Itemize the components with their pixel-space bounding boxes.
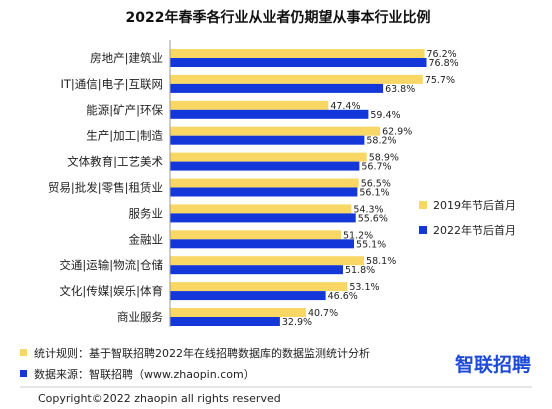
bar-2022 bbox=[170, 317, 280, 326]
bar-2019 bbox=[170, 256, 365, 266]
bars-layer: 房地产|建筑业 76.2%76.8% IT|通信|电子|互联网 75.7% 63.8% 能… bbox=[48, 49, 459, 328]
bar-2022 bbox=[170, 213, 356, 223]
value-label-2019: 54.3% bbox=[353, 204, 383, 215]
bar-2022 bbox=[170, 58, 427, 67]
bar-2022 bbox=[170, 239, 355, 249]
legend-swatch-2022 bbox=[419, 226, 427, 234]
value-label-2022: 56.7% bbox=[361, 162, 391, 173]
bar-2019 bbox=[170, 100, 329, 110]
legend: 2019年节后首月 2022年节后首月 bbox=[419, 198, 516, 237]
value-label-2019: 56.5% bbox=[361, 179, 391, 190]
category-label: IT|通信|电子|互联网 bbox=[60, 77, 163, 91]
value-label-2019: 47.4% bbox=[330, 101, 360, 112]
value-label-2019: 40.7% bbox=[308, 308, 338, 319]
category-label: 商业服务 bbox=[117, 310, 163, 324]
value-label-2022: 55.6% bbox=[358, 213, 388, 224]
bar-2022 bbox=[170, 265, 344, 275]
value-label-2019: 58.1% bbox=[366, 256, 396, 267]
category-label: 交通|运输|物流|仓储 bbox=[59, 258, 163, 272]
category-label: 能源|矿产|环保 bbox=[86, 103, 163, 117]
chart-title: 2022年春季各行业从业者仍期望从事本行业比例 bbox=[126, 9, 431, 26]
legend-swatch-2019 bbox=[419, 201, 427, 209]
legend-label-2019: 2019年节后首月 bbox=[433, 198, 516, 212]
value-label-2022: 56.1% bbox=[359, 188, 389, 199]
bar-2019 bbox=[170, 178, 359, 188]
value-label-2022: 51.8% bbox=[345, 265, 375, 276]
category-label: 金融业 bbox=[129, 232, 164, 246]
copyright: Copyright©2022 zhaopin all rights reserv… bbox=[38, 392, 281, 405]
footnote-rule: 统计规则：基于智联招聘2022年在线招聘数据库的数据监测统计分析 bbox=[34, 346, 370, 360]
bar-2019 bbox=[170, 74, 423, 84]
category-label: 服务业 bbox=[129, 206, 164, 220]
value-label-2022: 55.1% bbox=[356, 239, 386, 250]
footnote-source: 数据来源：智联招聘（www.zhaopin.com） bbox=[34, 367, 255, 381]
value-label-2019: 62.9% bbox=[382, 127, 412, 138]
bar-2019 bbox=[170, 308, 306, 317]
footnote-source-swatch bbox=[20, 370, 27, 377]
category-label: 文化|传媒|娱乐|体育 bbox=[59, 284, 163, 298]
bar-2022 bbox=[170, 187, 358, 197]
value-label-2019: 51.2% bbox=[343, 230, 373, 241]
value-label-2019: 75.7% bbox=[425, 75, 455, 86]
bar-2022 bbox=[170, 135, 365, 145]
value-label-2019: 76.2% bbox=[427, 49, 457, 60]
bar-2019 bbox=[170, 152, 367, 162]
footnotes: 统计规则：基于智联招聘2022年在线招聘数据库的数据监测统计分析 数据来源：智联… bbox=[20, 346, 370, 381]
category-label: 房地产|建筑业 bbox=[90, 51, 163, 65]
value-label-2019: 58.9% bbox=[369, 153, 399, 164]
value-label-2019: 53.1% bbox=[349, 282, 379, 293]
zhaopin-logo: 智联招聘 bbox=[455, 353, 531, 376]
value-label-2022: 32.9% bbox=[282, 317, 312, 328]
bar-2022 bbox=[170, 161, 360, 171]
value-label-2022: 76.8% bbox=[429, 58, 459, 69]
bar-2022 bbox=[170, 291, 326, 301]
category-label: 文体教育|工艺美术 bbox=[67, 155, 163, 169]
value-label-2022: 46.6% bbox=[328, 291, 358, 302]
bar-2022 bbox=[170, 83, 384, 93]
bar-2019 bbox=[170, 49, 425, 58]
category-label: 贸易|批发|零售|租赁业 bbox=[48, 181, 163, 195]
bar-2022 bbox=[170, 109, 369, 119]
bar-2019 bbox=[170, 282, 348, 292]
bar-2019 bbox=[170, 126, 381, 136]
legend-label-2022: 2022年节后首月 bbox=[433, 223, 516, 237]
footnote-rule-swatch bbox=[20, 349, 27, 356]
value-label-2022: 58.2% bbox=[366, 136, 396, 147]
bar-2019 bbox=[170, 230, 342, 240]
category-label: 生产|加工|制造 bbox=[86, 129, 163, 143]
value-label-2022: 63.8% bbox=[385, 84, 415, 95]
bar-2019 bbox=[170, 204, 352, 214]
value-label-2022: 59.4% bbox=[370, 110, 400, 121]
